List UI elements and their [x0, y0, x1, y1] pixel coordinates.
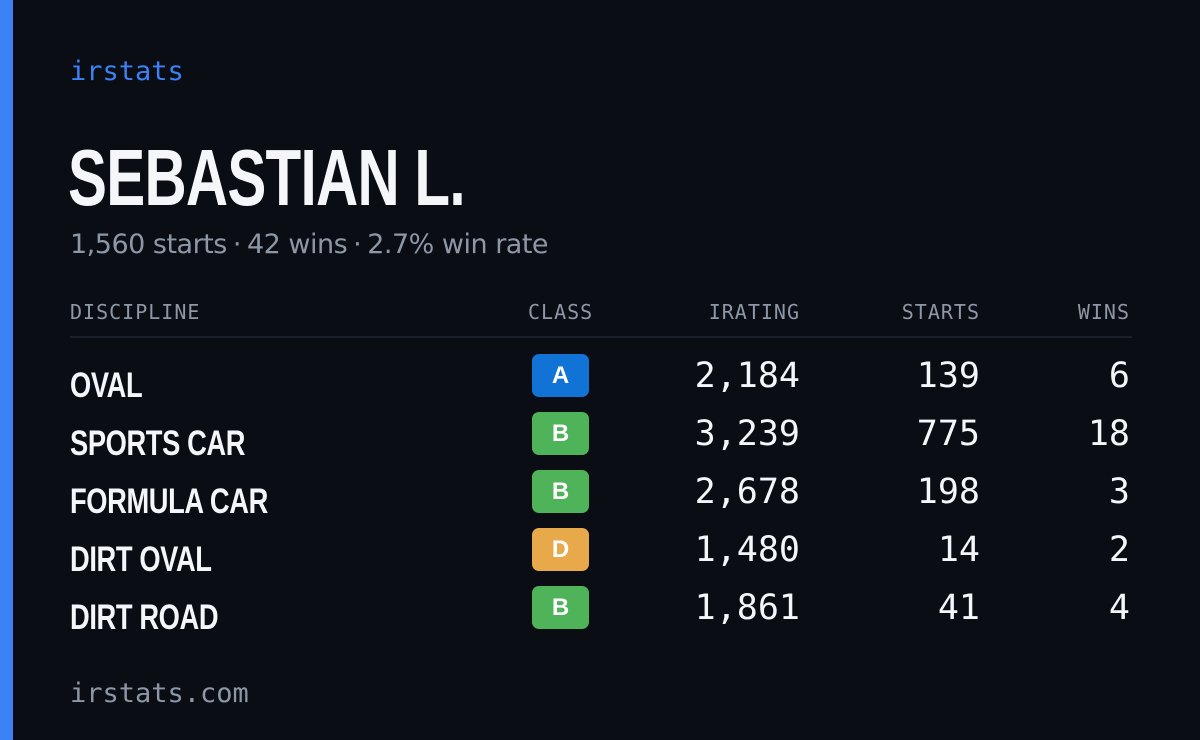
header-wins: WINS — [1077, 300, 1130, 324]
table-header-row: DISCIPLINE CLASS IRATING STARTS WINS — [70, 296, 1132, 338]
starts-value: 139 — [916, 356, 980, 396]
summary-wins: 42 wins — [246, 229, 348, 260]
driver-summary: 1,560 starts · 42 wins · 2.7% win rate — [70, 226, 549, 264]
brand-logo-text: irstats — [70, 56, 184, 87]
wins-value: 3 — [1108, 472, 1130, 512]
irating-value: 2,678 — [694, 472, 800, 512]
footer-url: irstats.com — [70, 678, 249, 709]
summary-win-rate: 2.7% win rate — [367, 229, 549, 260]
irating-value: 1,861 — [694, 588, 800, 628]
table-body: OVAL A 2,184 139 6 SPORTS CAR B 3,239 77… — [70, 338, 1132, 642]
table-row: DIRT ROAD B 1,861 41 4 — [70, 584, 1132, 642]
class-badge: B — [532, 412, 589, 455]
discipline-name: SPORTS CAR — [70, 424, 246, 463]
header-irating: IRATING — [708, 300, 800, 324]
table-row: DIRT OVAL D 1,480 14 2 — [70, 526, 1132, 584]
table-row: OVAL A 2,184 139 6 — [70, 352, 1132, 410]
irating-value: 2,184 — [694, 356, 800, 396]
wins-value: 4 — [1108, 588, 1130, 628]
wins-value: 6 — [1108, 356, 1130, 396]
starts-value: 775 — [916, 414, 980, 454]
summary-starts: 1,560 starts — [70, 229, 227, 260]
starts-value: 14 — [937, 530, 980, 570]
irating-value: 1,480 — [694, 530, 800, 570]
table-row: FORMULA CAR B 2,678 198 3 — [70, 468, 1132, 526]
discipline-stats-table: DISCIPLINE CLASS IRATING STARTS WINS OVA… — [70, 296, 1132, 642]
class-badge: B — [532, 470, 589, 513]
accent-bar — [0, 0, 13, 740]
class-badge: A — [532, 354, 589, 397]
discipline-name: DIRT ROAD — [70, 598, 219, 637]
discipline-name: OVAL — [70, 366, 143, 405]
header-class: CLASS — [528, 300, 594, 324]
driver-name: SEBASTIAN L. — [68, 133, 466, 222]
discipline-name: FORMULA CAR — [70, 482, 268, 521]
class-badge: B — [532, 586, 589, 629]
wins-value: 2 — [1108, 530, 1130, 570]
class-badge: D — [532, 528, 589, 571]
table-row: SPORTS CAR B 3,239 775 18 — [70, 410, 1132, 468]
starts-value: 41 — [937, 588, 980, 628]
summary-separator: · — [232, 229, 242, 260]
header-discipline: DISCIPLINE — [70, 300, 201, 324]
irating-value: 3,239 — [694, 414, 800, 454]
wins-value: 18 — [1087, 414, 1130, 454]
starts-value: 198 — [916, 472, 980, 512]
discipline-name: DIRT OVAL — [70, 540, 212, 579]
summary-separator: · — [353, 229, 362, 260]
header-starts: STARTS — [901, 300, 980, 324]
